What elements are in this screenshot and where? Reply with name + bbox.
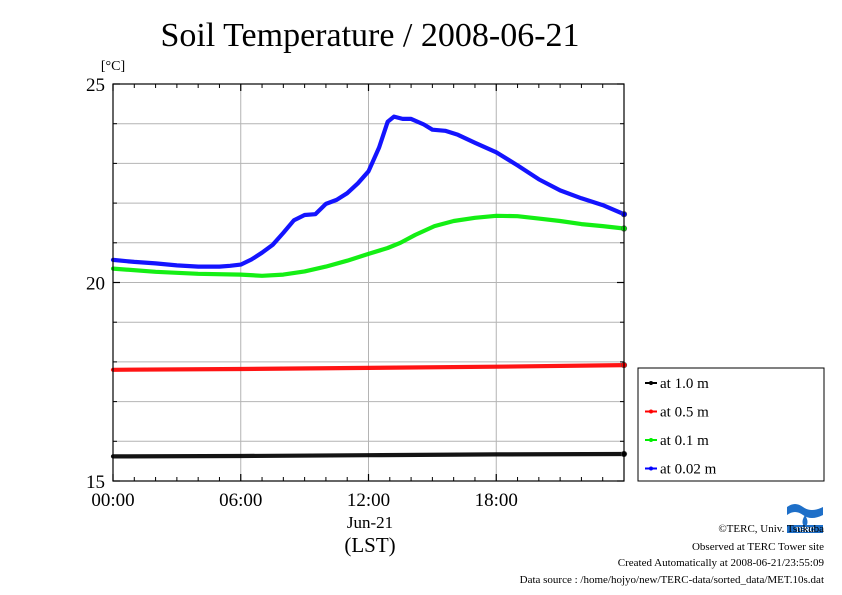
legend-marker-0 — [649, 381, 653, 385]
legend-marker-3 — [649, 466, 653, 471]
logo-text: TERC — [795, 527, 814, 534]
series-line-0 — [110, 451, 627, 459]
y-tick-label: 25 — [86, 75, 105, 96]
legend-box — [637, 367, 825, 482]
footer-source: Data source : /home/hojyo/new/TERC-data/… — [520, 574, 824, 586]
footer-copyright: ©TERC, Univ. Tsukuba — [718, 523, 824, 535]
series-lines — [110, 114, 628, 459]
legend-label-2: at 0.1 m — [660, 433, 709, 449]
x-tick-label: 00:00 — [91, 490, 134, 511]
legend-label-0: at 1.0 m — [660, 376, 709, 392]
x-axis-label: (LST) — [344, 533, 395, 557]
x-tick-label: 12:00 — [347, 490, 390, 511]
legend: at 1.0 m at 0.5 m at 0.1 m at 0.02 m — [637, 367, 825, 482]
y-tick-label: 15 — [86, 472, 105, 493]
series-line-2 — [110, 213, 627, 278]
chart-title: Soil Temperature / 2008-06-21 — [160, 17, 579, 54]
y-tick-label: 20 — [86, 274, 105, 295]
x-tick-label: 18:00 — [475, 490, 518, 511]
terc-logo: TERC — [785, 503, 825, 534]
grid-lines — [113, 84, 624, 481]
legend-marker-1 — [649, 409, 653, 414]
footer-created: Created Automatically at 2008-06-21/23:5… — [618, 557, 825, 569]
legend-label-1: at 0.5 m — [660, 405, 709, 421]
legend-marker-2 — [649, 438, 653, 442]
series-line-3 — [110, 114, 627, 269]
legend-label-3: at 0.02 m — [660, 462, 717, 478]
axis-ticks: 15 20 25 00:00 06:00 12:00 18:00 — [86, 75, 624, 511]
y-axis-unit-label: [°C] — [101, 59, 125, 74]
series-line-1 — [110, 363, 627, 372]
footer-text: ©TERC, Univ. Tsukuba Observed at TERC To… — [520, 523, 825, 586]
footer-observed: Observed at TERC Tower site — [692, 541, 824, 553]
x-tick-label: 06:00 — [219, 490, 262, 511]
x-axis-date-label: Jun-21 — [347, 513, 393, 532]
